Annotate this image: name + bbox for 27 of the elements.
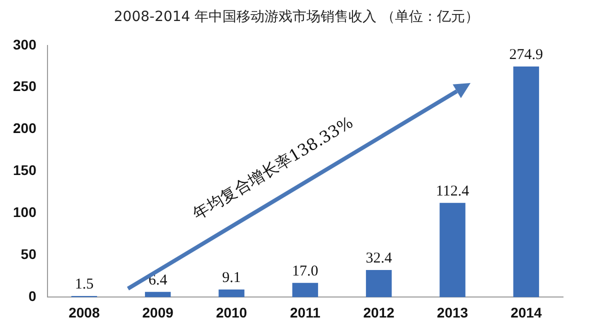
data-label: 17.0 [292, 263, 318, 280]
data-label: 112.4 [436, 183, 470, 200]
data-label: 32.4 [366, 250, 392, 266]
y-tick-label: 150 [13, 162, 37, 178]
x-tick-label: 2010 [216, 304, 248, 320]
x-tick-label: 2014 [510, 304, 542, 320]
bar [440, 202, 466, 298]
bar [513, 66, 540, 298]
y-tick-label: 50 [20, 246, 37, 262]
y-tick-label: 250 [13, 78, 37, 94]
y-tick-label: 200 [13, 120, 37, 136]
bar [292, 282, 318, 298]
chart-title: 2008-2014 年中国移动游戏市场销售收入 （单位：亿元） [112, 8, 480, 26]
data-label: 274.9 [509, 46, 544, 63]
x-tick-label: 2011 [290, 304, 321, 320]
bar [366, 270, 392, 298]
bar [218, 290, 244, 298]
y-tick-label: 0 [28, 288, 37, 304]
data-label: 1.5 [74, 276, 94, 292]
y-tick-label: 100 [13, 204, 37, 220]
y-tick-label: 300 [13, 36, 37, 52]
x-tick-label: 2012 [363, 304, 395, 320]
data-label: 9.1 [222, 270, 241, 286]
bar [144, 292, 171, 298]
x-tick-label: 2013 [436, 304, 468, 320]
x-tick-label: 2009 [142, 304, 174, 320]
x-tick-label: 2008 [68, 304, 100, 320]
